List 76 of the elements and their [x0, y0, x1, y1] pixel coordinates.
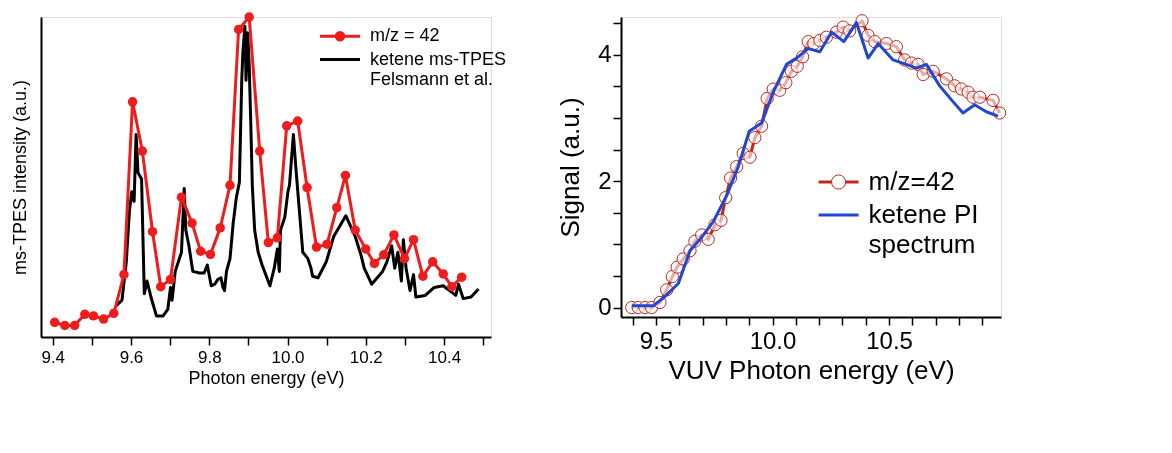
point — [156, 282, 166, 292]
legend-label: ketene ms-TPES Felsmann et al. — [370, 48, 507, 90]
point — [127, 97, 138, 107]
point — [109, 308, 119, 319]
point — [986, 93, 1000, 107]
point — [98, 314, 109, 324]
point — [244, 12, 254, 22]
point — [80, 309, 90, 320]
point — [456, 272, 467, 282]
point — [187, 218, 197, 228]
point — [408, 234, 419, 245]
point — [165, 274, 176, 285]
point — [855, 14, 869, 28]
point — [714, 213, 728, 227]
point — [332, 202, 342, 213]
x-axis-title: VUV Photon energy (eV) — [668, 354, 955, 385]
point — [147, 226, 158, 237]
point — [272, 233, 283, 243]
point — [389, 230, 399, 240]
point — [340, 170, 351, 181]
x-tick-label: 9.5 — [639, 326, 674, 354]
point — [137, 146, 148, 156]
point — [263, 237, 274, 248]
point — [255, 146, 265, 156]
point — [282, 121, 292, 131]
point — [49, 317, 60, 328]
point — [939, 72, 954, 86]
point — [176, 192, 187, 202]
point — [889, 40, 903, 54]
point — [119, 269, 129, 280]
point — [916, 67, 930, 82]
point — [88, 311, 99, 321]
point — [233, 24, 244, 35]
point — [361, 244, 371, 254]
point — [427, 257, 438, 267]
y-axis-title: ms-TPES intensity (a.u.) — [9, 79, 30, 276]
point — [790, 59, 804, 73]
point — [350, 225, 360, 235]
y-tick-label: 2 — [598, 166, 612, 194]
point — [447, 282, 457, 292]
point — [195, 246, 206, 256]
point — [311, 242, 322, 252]
y-tick-label: 4 — [598, 40, 612, 68]
x-tick-label: 9.6 — [119, 347, 144, 367]
point — [302, 182, 312, 193]
point — [215, 223, 225, 233]
x-axis-title: Photon energy (eV) — [188, 367, 345, 388]
point — [205, 249, 216, 260]
x-tick-label: 10.2 — [349, 347, 383, 367]
x-tick-label: 9.8 — [197, 347, 222, 367]
point — [292, 116, 303, 126]
point — [369, 258, 380, 269]
x-tick-label: 10.5 — [866, 326, 913, 354]
point — [399, 253, 410, 264]
x-tick-label: 9.4 — [41, 347, 66, 367]
point — [225, 180, 235, 191]
point — [379, 250, 389, 260]
x-tick-label: 10.0 — [271, 347, 305, 367]
x-tick-label: 10.0 — [749, 326, 797, 354]
point — [322, 239, 332, 249]
point — [748, 131, 762, 145]
point — [665, 269, 679, 284]
point — [69, 320, 80, 331]
legend-label: ketene PI spectrum — [868, 199, 979, 259]
y-tick-label: 0 — [598, 293, 612, 321]
legend-label: m/z=42 — [868, 166, 955, 196]
point — [779, 76, 793, 90]
point — [418, 271, 428, 281]
point — [438, 269, 448, 279]
x-tick-label: 10.4 — [428, 347, 462, 367]
point — [973, 90, 987, 104]
point — [60, 320, 70, 331]
legend-label: m/z = 42 — [370, 25, 440, 46]
y-axis-title: Signal (a.u.) — [555, 97, 586, 238]
point — [743, 150, 757, 164]
point — [701, 232, 715, 246]
